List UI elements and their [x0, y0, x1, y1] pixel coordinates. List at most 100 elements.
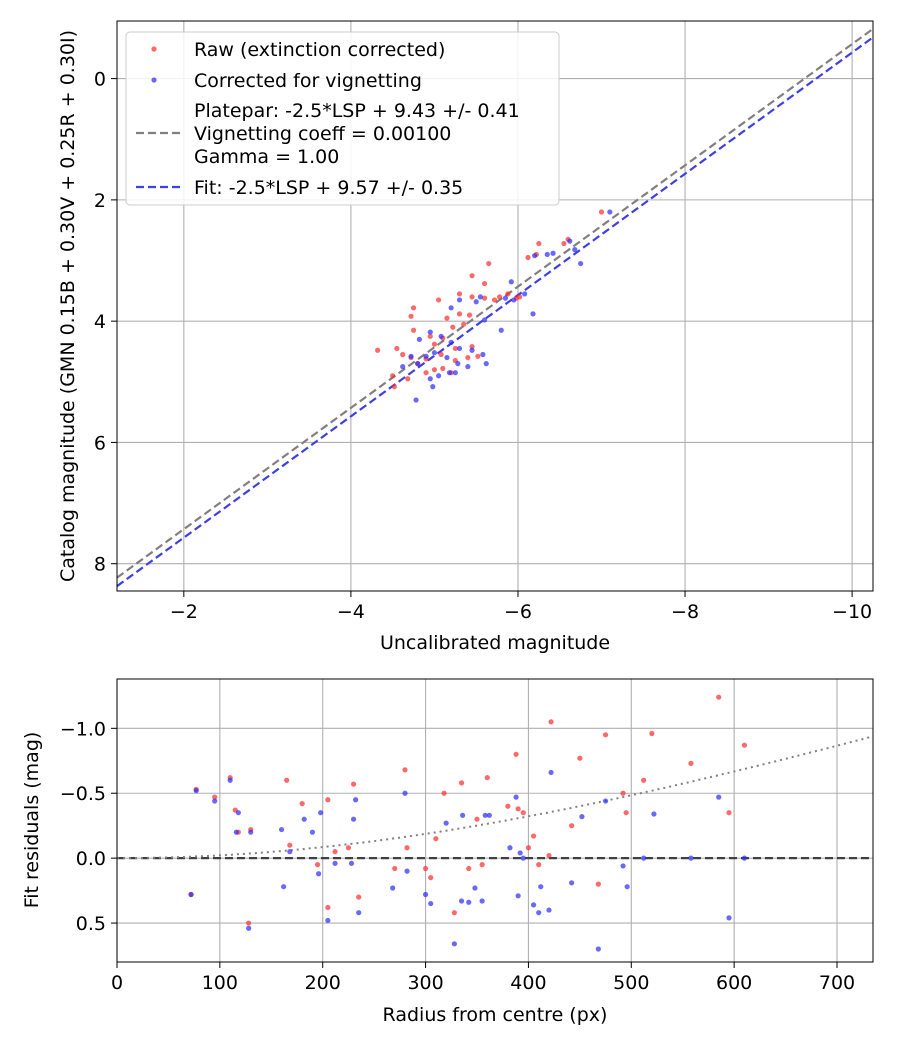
raw-point [375, 347, 381, 353]
corrected-point [651, 811, 657, 817]
raw-point [410, 327, 417, 333]
legend-raw-marker [151, 46, 157, 52]
raw-point [456, 291, 463, 297]
corrected-point [430, 384, 436, 390]
raw-point [287, 842, 293, 848]
corrected-point [507, 845, 513, 851]
y-tick-label: 8 [94, 554, 106, 576]
corrected-point [480, 351, 486, 358]
raw-point [641, 777, 647, 783]
corrected-point [212, 798, 218, 804]
corrected-point [544, 251, 550, 258]
y-tick-label: 6 [94, 432, 106, 454]
raw-point [620, 790, 626, 796]
corrected-point [595, 946, 601, 952]
corrected-point [248, 829, 254, 835]
legend-platepar-line3: Gamma = 1.00 [194, 146, 339, 168]
corrected-point [436, 373, 442, 379]
corrected-point [486, 812, 492, 818]
corrected-point [332, 860, 338, 866]
raw-point [465, 354, 471, 361]
corrected-point [193, 788, 199, 794]
corrected-point [482, 812, 488, 818]
corrected-point [423, 353, 429, 359]
corrected-point [227, 777, 233, 783]
raw-point [623, 810, 629, 816]
corrected-point [301, 816, 307, 822]
top-x-ticks: −2 −4 −6 −8 −10 [170, 591, 872, 623]
corrected-point [431, 350, 438, 356]
bottom-y-ticks: 0.5 0.0 −0.5 −1.0 [60, 718, 117, 935]
raw-point [332, 849, 338, 855]
raw-point [569, 823, 575, 829]
raw-point [577, 755, 583, 761]
raw-point [350, 781, 357, 787]
raw-point [390, 373, 396, 379]
raw-point [525, 845, 532, 851]
x-tick-label: 300 [407, 972, 443, 994]
legend-box [125, 31, 560, 206]
corrected-point [438, 333, 444, 339]
vignetting-curve [117, 735, 874, 860]
raw-point [246, 920, 252, 926]
legend-fit-label: Fit: -2.5*LSP + 9.57 +/- 0.35 [194, 177, 463, 199]
raw-point [428, 875, 434, 881]
y-tick-label: 0.0 [76, 848, 106, 870]
y-tick-label: 0.5 [76, 913, 106, 935]
bottom-plot-frame [116, 678, 874, 963]
corrected-point [620, 863, 626, 869]
corrected-point [233, 829, 239, 835]
top-y-axis-label: Catalog magnitude (GMN 0.15B + 0.30V + 0… [57, 30, 79, 582]
raw-point [491, 297, 498, 303]
corrected-point [530, 902, 537, 908]
corrected-point [469, 347, 475, 353]
legend-corrected-marker [151, 77, 157, 83]
corrected-point [607, 209, 613, 215]
y-tick-label: 2 [94, 190, 106, 212]
raw-point [469, 344, 475, 350]
corrected-point [458, 898, 465, 904]
corrected-point [515, 893, 521, 899]
raw-point [423, 370, 429, 376]
corrected-point [641, 855, 647, 861]
corrected-point [472, 885, 478, 891]
top-y-ticks: 0 2 4 6 8 [94, 69, 117, 576]
corrected-point [446, 370, 453, 376]
corrected-point [402, 790, 408, 796]
raw-point [427, 333, 433, 339]
corrected-point [287, 849, 293, 855]
corrected-point [473, 299, 479, 305]
corrected-point [508, 279, 514, 285]
corrected-point [624, 884, 630, 890]
raw-point [400, 351, 406, 358]
corrected-point [455, 361, 461, 367]
raw-point [452, 345, 458, 352]
corrected-point [444, 354, 450, 361]
raw-point [345, 845, 352, 851]
raw-point [649, 730, 655, 737]
y-tick-label: −0.5 [60, 783, 106, 805]
raw-point [299, 801, 305, 807]
raw-point [525, 254, 531, 261]
raw-point [392, 865, 398, 872]
corrected-point [688, 855, 694, 861]
raw-point [481, 280, 488, 287]
raw-point [356, 894, 362, 900]
corrected-point [726, 915, 732, 921]
top-plot-frame [116, 20, 874, 592]
corrected-point [741, 855, 748, 861]
corrected-point [448, 305, 454, 311]
raw-point [451, 910, 457, 916]
raw-point [515, 806, 521, 812]
raw-point [405, 376, 411, 382]
raw-point [469, 273, 475, 279]
x-tick-label: −2 [170, 601, 198, 623]
corrected-point [466, 899, 472, 905]
raw-point [433, 836, 439, 842]
legend-platepar-line1: Platepar: -2.5*LSP + 9.43 +/- 0.41 [194, 100, 520, 122]
raw-point [716, 694, 722, 700]
corrected-point [572, 247, 578, 253]
corrected-point [309, 829, 316, 835]
corrected-point [520, 855, 526, 861]
